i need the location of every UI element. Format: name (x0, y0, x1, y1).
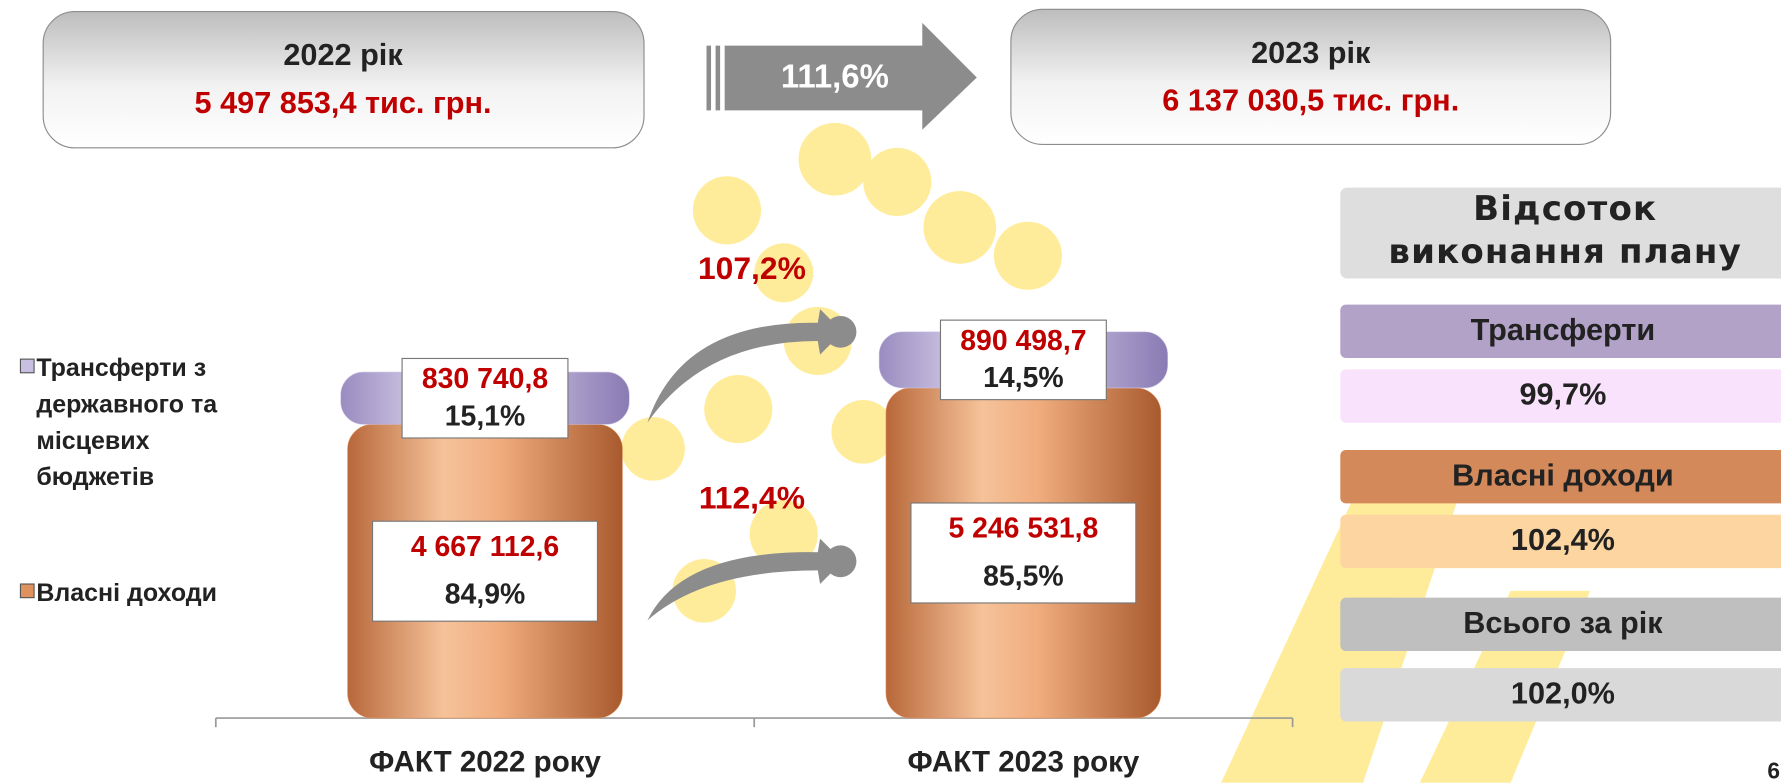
growth-label: 111,6% (781, 57, 889, 94)
page-number: 6 (1767, 758, 1780, 783)
share-label: 85,5% (983, 560, 1063, 592)
header-box (43, 12, 644, 148)
value-label: 5 246 531,8 (948, 513, 1098, 545)
share-label: 14,5% (983, 362, 1063, 394)
plan-panel: Відсоток виконання плану Трансферти 99,7… (1340, 188, 1781, 722)
share-label: 84,9% (445, 579, 525, 611)
body: { "header": { "left": {"year": "2022 рік… (0, 0, 1781, 783)
share-label: 15,1% (445, 401, 525, 433)
plan-label: Всього за рік (1463, 606, 1663, 640)
header-box (1011, 9, 1611, 144)
x-tick-label: ФАКТ 2022 року (369, 745, 601, 778)
legend-entry: Трансферти з державного та місцевих бюдж… (36, 350, 246, 509)
growth-label: 107,2% (698, 250, 806, 286)
growth-arrow-head (825, 545, 857, 577)
growth-arrow: 111,6% (706, 23, 976, 130)
plan-title: Відсоток (1473, 189, 1657, 229)
value-label: 830 740,8 (422, 363, 548, 395)
legend-label: Трансферти з державного та місцевих бюдж… (36, 350, 246, 495)
plan-title: виконання плану (1388, 232, 1742, 272)
plan-label: Власні доходи (1452, 458, 1674, 492)
plan-value: 102,0% (1511, 676, 1615, 710)
header-year: 2023 рік (1251, 36, 1371, 70)
growth-arrow-head (825, 316, 857, 348)
chart: ФАКТ 2022 року 4 667 112,6 84,9% 830 740,8 1… (20, 250, 1292, 778)
value-label: 890 498,7 (960, 325, 1086, 357)
page: Доходи бюджету html, body { margin: 0; p… (0, 0, 1781, 783)
legend-label: Власні доходи (36, 575, 246, 611)
x-tick-label: ФАКТ 2023 року (907, 745, 1139, 778)
value-label: 4 667 112,6 (411, 531, 559, 563)
header-total: 5 497 853,4 тис. грн. (195, 86, 492, 120)
plan-value: 102,4% (1511, 523, 1615, 557)
legend-marker (20, 584, 34, 598)
header-year: 2022 рік (283, 38, 403, 72)
legend-marker (20, 359, 34, 373)
growth-label: 112,4% (699, 479, 805, 515)
slide: 2022 рік 5 497 853,4 тис. грн. 111,6% 20… (0, 0, 1781, 783)
plan-label: Трансферти (1471, 313, 1656, 347)
header-total: 6 137 030,5 тис. грн. (1162, 84, 1459, 118)
plan-value: 99,7% (1519, 378, 1606, 412)
legend-entry: Власні доходи (36, 575, 246, 734)
